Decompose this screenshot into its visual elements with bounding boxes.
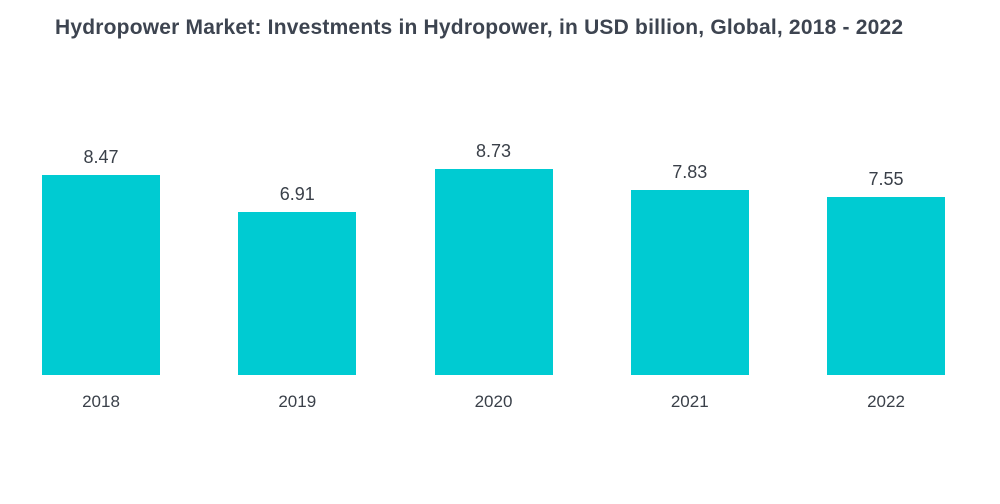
bar-value-label: 6.91: [279, 184, 315, 204]
bar-year-label: 2021: [670, 392, 709, 411]
chart-title: Hydropower Market: Investments in Hydrop…: [55, 16, 904, 39]
bar-year-label: 2018: [82, 392, 120, 411]
bar-value-label: 8.47: [83, 147, 119, 167]
bar-year-label: 2020: [474, 392, 513, 411]
bar-year-label: 2019: [278, 392, 317, 411]
bar: [630, 190, 749, 375]
bar-value-label: 7.55: [868, 169, 904, 189]
bar-column: 7.55 2022: [827, 170, 945, 412]
bar-value-label: 8.73: [475, 141, 512, 161]
bar-column: 7.83 2021: [630, 162, 749, 412]
bar-column: 8.73 2020: [434, 141, 553, 412]
bar-column: 8.47 2018: [42, 148, 160, 412]
bar: [827, 197, 945, 375]
bar: [434, 169, 553, 375]
bar: [42, 175, 160, 375]
bar-value-label: 7.83: [672, 162, 708, 182]
bar-year-label: 2022: [867, 392, 905, 411]
bar-column: 6.91 2019: [238, 184, 357, 412]
bar-chart-plot-area: 8.47 2018 6.91 2019 8.73 2020 7.83 2021 7.55 2022: [42, 120, 945, 412]
bar: [238, 212, 357, 375]
